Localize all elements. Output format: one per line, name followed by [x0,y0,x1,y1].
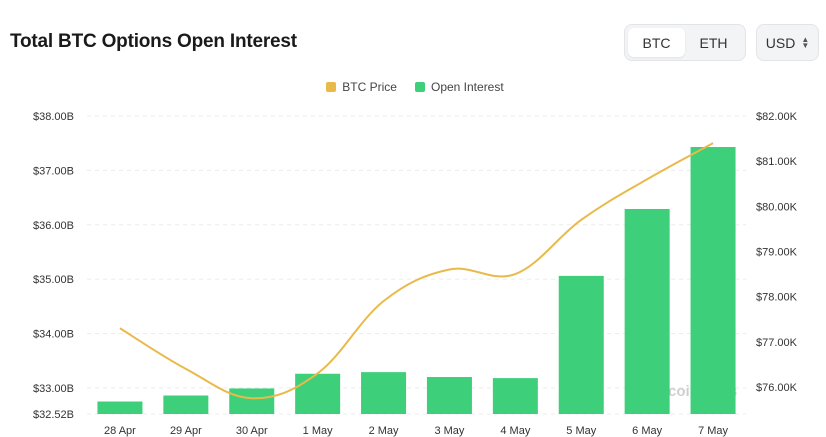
x-tick-label: 29 Apr [170,425,202,437]
y-right-tick-label: $78.00K [756,292,798,304]
y-right-tick-label: $76.00K [756,382,798,394]
y-left-tick-label: $32.52B [33,409,74,421]
x-tick-label: 6 May [632,425,662,437]
legend-swatch-btc-price [326,82,337,92]
chart-legend: BTC Price Open Interest [0,80,826,94]
bar-open-interest [426,377,472,414]
chart-title: Total BTC Options Open Interest [10,31,297,52]
chevron-updown-icon: ▲ ▼ [801,34,810,50]
legend-label-btc-price: BTC Price [342,80,397,94]
bar-open-interest [624,208,670,414]
bar-open-interest [229,388,275,414]
bar-open-interest [163,395,209,414]
legend-item-btc-price[interactable]: BTC Price [322,80,397,94]
y-left-tick-label: $33.00B [33,383,74,395]
x-tick-label: 30 Apr [236,425,268,437]
tab-btc[interactable]: BTC [628,28,685,57]
y-right-tick-label: $81.00K [756,156,798,168]
currency-value: USD [765,34,796,51]
legend-swatch-open-interest [414,82,425,92]
y-left-tick-label: $34.00B [33,329,74,341]
bar-open-interest [690,146,736,415]
y-left-tick-label: $35.00B [33,274,74,286]
bar-open-interest [361,372,407,414]
y-right-tick-label: $80.00K [756,201,798,213]
y-left-tick-label: $37.00B [33,165,74,177]
x-tick-label: 7 May [698,425,728,437]
legend-label-open-interest: Open Interest [430,80,504,94]
x-tick-label: 2 May [369,425,399,437]
bar-open-interest [492,378,538,414]
y-right-tick-label: $79.00K [756,246,798,258]
bar-open-interest [97,401,143,414]
bar-open-interest [295,373,341,414]
y-right-tick-label: $82.00K [756,111,798,123]
bar-open-interest [558,275,604,414]
y-right-tick-label: $77.00K [756,337,798,349]
y-left-tick-label: $38.00B [33,111,74,123]
legend-item-open-interest[interactable]: Open Interest [411,80,504,94]
y-left-tick-label: $36.00B [33,220,74,232]
currency-select[interactable]: USD ▲ ▼ [756,24,819,61]
line-btc-price [119,142,714,400]
x-tick-label: 5 May [566,425,596,437]
tab-eth[interactable]: ETH [699,34,728,51]
x-tick-label: 1 May [303,425,333,437]
asset-toggle: BTC ETH [624,24,746,61]
x-tick-label: 28 Apr [104,425,136,437]
x-tick-label: 4 May [500,425,530,437]
x-tick-label: 3 May [434,425,464,437]
